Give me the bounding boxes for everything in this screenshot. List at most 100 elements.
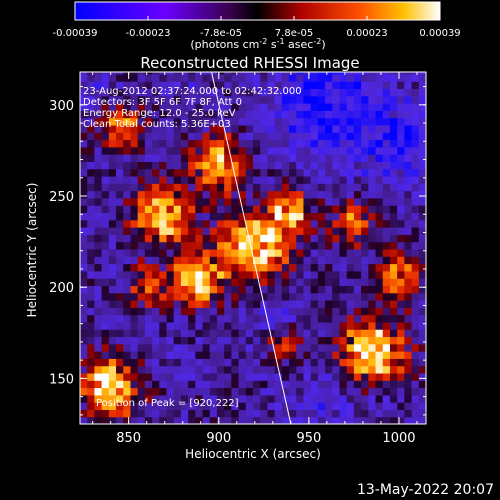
heatmap-cell — [180, 197, 189, 206]
heatmap-cell — [353, 219, 362, 228]
heatmap-cell — [188, 248, 196, 257]
heatmap-cell — [101, 154, 110, 162]
heatmap-cell — [231, 321, 240, 330]
heatmap-cell — [317, 278, 326, 286]
heatmap-cell — [224, 190, 232, 199]
heatmap-cell — [353, 139, 362, 148]
heatmap-cell — [389, 219, 398, 228]
heatmap-cell — [101, 351, 110, 359]
heatmap-cell — [267, 292, 276, 301]
heatmap-cell — [80, 358, 88, 367]
heatmap-cell — [108, 409, 117, 418]
heatmap-cell — [166, 278, 175, 286]
heatmap-cell — [144, 307, 153, 316]
heatmap-cell — [231, 175, 240, 184]
heatmap-cell — [267, 314, 276, 323]
heatmap-cell — [216, 351, 225, 359]
heatmap-cell — [144, 299, 153, 308]
heatmap-cell — [238, 380, 247, 389]
heatmap-cell — [152, 321, 160, 330]
heatmap-cell — [202, 292, 211, 301]
heatmap-cell — [94, 161, 103, 170]
heatmap-cell — [101, 278, 110, 286]
heatmap-cell — [173, 205, 182, 214]
heatmap-cell — [289, 212, 297, 221]
heatmap-cell — [130, 307, 139, 316]
heatmap-cell — [260, 190, 269, 199]
heatmap-cell — [397, 365, 405, 374]
heatmap-cell — [353, 183, 362, 192]
heatmap-cell — [274, 205, 283, 214]
heatmap-cell — [159, 110, 168, 119]
heatmap-cell — [144, 336, 153, 345]
heatmap-cell — [303, 161, 312, 170]
heatmap-cell — [216, 197, 225, 206]
heatmap-cell — [202, 175, 211, 184]
heatmap-cell — [382, 416, 391, 424]
heatmap-cell — [310, 336, 319, 345]
heatmap-cell — [144, 409, 153, 418]
heatmap-cell — [389, 343, 398, 352]
heatmap-cell — [411, 168, 420, 177]
heatmap-cell — [209, 154, 218, 162]
heatmap-cell — [180, 219, 189, 228]
heatmap-cell — [108, 154, 117, 162]
heatmap-cell — [368, 321, 377, 330]
heatmap-cell — [87, 351, 96, 359]
heatmap-cell — [152, 175, 160, 184]
heatmap-cell — [375, 146, 384, 155]
heatmap-cell — [303, 336, 312, 345]
heatmap-cell — [116, 124, 124, 133]
heatmap-cell — [397, 212, 405, 221]
heatmap-cell — [238, 278, 247, 286]
heatmap-cell — [332, 227, 341, 235]
heatmap-cell — [368, 329, 377, 338]
heatmap-cell — [339, 351, 348, 359]
heatmap-cell — [281, 190, 290, 199]
heatmap-cell — [108, 314, 117, 323]
heatmap-cell — [238, 175, 247, 184]
heatmap-cell — [368, 387, 377, 396]
heatmap-cell — [346, 248, 355, 257]
heatmap-cell — [303, 365, 312, 374]
heatmap-cell — [389, 394, 398, 403]
heatmap-cell — [317, 227, 326, 235]
heatmap-cell — [166, 292, 175, 301]
heatmap-cell — [101, 81, 110, 90]
heatmap-cell — [180, 256, 189, 265]
colorbar-tick-label: 0.00023 — [346, 28, 387, 39]
heatmap-cell — [260, 285, 269, 294]
heatmap-cell — [289, 205, 297, 214]
heatmap-cell — [303, 372, 312, 381]
heatmap-cell — [310, 124, 319, 133]
heatmap-cell — [152, 387, 160, 396]
heatmap-cell — [404, 81, 413, 90]
heatmap-cell — [260, 372, 269, 381]
heatmap-cell — [267, 154, 276, 162]
heatmap-cell — [108, 183, 117, 192]
heatmap-cell — [216, 212, 225, 221]
heatmap-cell — [418, 278, 426, 286]
heatmap-cell — [80, 321, 88, 330]
heatmap-cell — [144, 358, 153, 367]
heatmap-cell — [404, 161, 413, 170]
heatmap-cell — [260, 402, 269, 411]
heatmap-cell — [260, 161, 269, 170]
heatmap-cell — [159, 88, 168, 97]
heatmap-cell — [101, 241, 110, 250]
heatmap-cell — [188, 227, 196, 235]
heatmap-cell — [224, 117, 232, 126]
heatmap-cell — [397, 263, 405, 272]
heatmap-cell — [216, 139, 225, 148]
heatmap-cell — [152, 343, 160, 352]
heatmap-cell — [325, 270, 333, 279]
heatmap-cell — [361, 365, 369, 374]
heatmap-cell — [94, 256, 103, 265]
heatmap-cell — [368, 161, 377, 170]
heatmap-cell — [209, 227, 218, 235]
heatmap-cell — [108, 175, 117, 184]
heatmap-cell — [108, 110, 117, 119]
heatmap-cell — [224, 154, 232, 162]
heatmap-cell — [195, 73, 204, 82]
heatmap-cell — [231, 132, 240, 141]
